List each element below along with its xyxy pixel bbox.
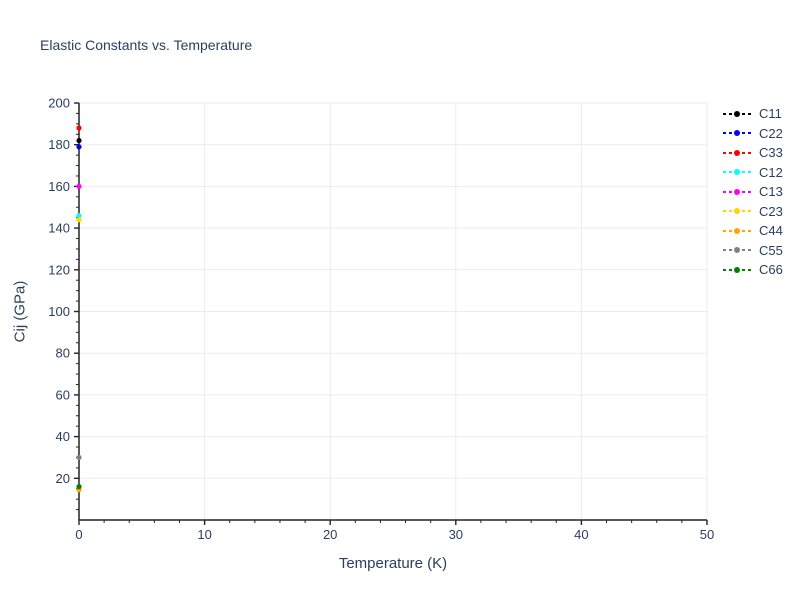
data-point-C11 <box>76 137 82 144</box>
tick-labels: 0 10 20 30 40 50 20 40 60 80 100 120 140 160 180 200 <box>48 96 714 543</box>
legend-dot <box>734 266 740 273</box>
gridlines <box>79 102 708 520</box>
legend-item-C13[interactable]: C13 <box>721 182 783 202</box>
legend-label: C55 <box>759 242 783 258</box>
legend-dot <box>734 227 740 234</box>
legend-item-C44[interactable]: C44 <box>721 221 783 241</box>
y-tick-label: 20 <box>56 471 70 486</box>
y-tick-label: 60 <box>56 387 70 402</box>
legend-label: C23 <box>759 203 783 219</box>
y-axis-title: Cij (GPa) <box>11 280 29 343</box>
legend-item-C66[interactable]: C66 <box>721 260 783 280</box>
legend-marker-C23 <box>723 208 751 215</box>
legend-marker-C33 <box>723 149 751 156</box>
data-point-C66 <box>76 484 82 490</box>
legend-item-C23[interactable]: C23 <box>721 202 783 222</box>
legend-marker-C11 <box>723 110 751 117</box>
legend-label: C44 <box>759 223 783 239</box>
data-point-C23 <box>76 217 82 223</box>
data-point-C13 <box>76 183 82 189</box>
legend-marker-C44 <box>723 227 751 234</box>
x-tick-label: 50 <box>700 527 714 542</box>
x-axis-title: Temperature (K) <box>338 555 448 572</box>
legend-label: C22 <box>759 125 783 141</box>
x-tick-label: 30 <box>449 527 463 542</box>
data-point-C33 <box>76 125 82 131</box>
data-point-C12 <box>76 212 82 219</box>
y-tick-label: 140 <box>48 221 70 236</box>
legend-item-C22[interactable]: C22 <box>721 124 783 144</box>
data-point-C22 <box>76 144 82 150</box>
legend-dot <box>734 130 740 137</box>
y-tick-label: 40 <box>56 429 70 444</box>
legend-marker-C12 <box>723 169 751 176</box>
y-tick-label: 120 <box>48 262 70 277</box>
legend-dot <box>734 188 740 195</box>
x-tick-label: 20 <box>323 527 337 542</box>
data-points <box>76 125 82 493</box>
legend-item-C55[interactable]: C55 <box>721 241 783 261</box>
legend-marker-C66 <box>723 266 751 273</box>
y-tick-label: 160 <box>48 179 70 194</box>
x-tick-label: 10 <box>197 527 211 542</box>
legend-marker-C55 <box>723 247 751 254</box>
chart-title: Elastic Constants vs. Temperature <box>40 37 253 53</box>
legend-item-C12[interactable]: C12 <box>721 163 783 183</box>
data-point-C55 <box>76 454 82 461</box>
y-tick-label: 80 <box>56 346 70 361</box>
legend-label: C11 <box>759 106 782 122</box>
x-tick-label: 0 <box>75 527 82 542</box>
legend-item-C11[interactable]: C11 <box>721 104 783 124</box>
y-tick-label: 180 <box>48 137 70 152</box>
legend-dot <box>734 208 740 215</box>
legend-dot <box>734 247 740 254</box>
legend-dot <box>734 110 740 117</box>
legend-label: C12 <box>759 164 783 180</box>
legend-item-C33[interactable]: C33 <box>721 143 783 163</box>
legend-dot <box>734 169 740 176</box>
x-tick-label: 40 <box>574 527 588 542</box>
legend-label: C66 <box>759 262 783 278</box>
axis-ticks <box>74 102 708 525</box>
y-tick-label: 100 <box>48 304 70 319</box>
legend-label: C13 <box>759 184 783 200</box>
legend: C11 C22 C33 C12 C13 C23 C44 C55 C66 <box>721 104 783 280</box>
legend-label: C33 <box>759 145 783 161</box>
legend-dot <box>734 149 740 156</box>
y-tick-label: 200 <box>48 96 70 111</box>
legend-marker-C22 <box>723 130 751 137</box>
legend-marker-C13 <box>723 188 751 195</box>
